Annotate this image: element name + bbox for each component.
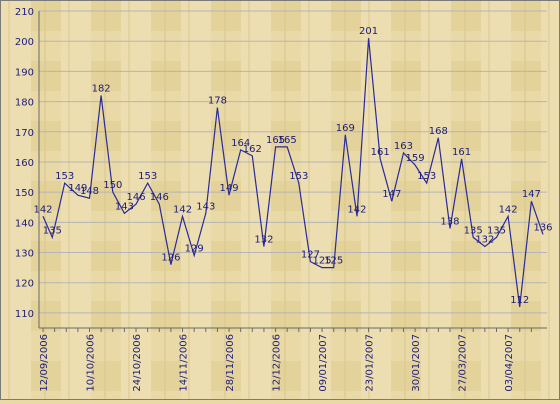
- x-tick-label: 12/09/2006: [39, 334, 50, 392]
- data-label: 136: [533, 222, 552, 233]
- y-tick-label: 140: [15, 218, 34, 229]
- data-label: 153: [289, 171, 308, 182]
- data-label: 148: [80, 186, 99, 197]
- data-label: 143: [115, 201, 134, 212]
- data-label: 127: [301, 250, 320, 261]
- x-tick-label: 27/03/2007: [458, 334, 469, 392]
- data-label: 164: [231, 138, 250, 149]
- y-tick-label: 130: [15, 249, 34, 260]
- data-label: 153: [55, 171, 74, 182]
- y-tick-label: 160: [15, 158, 34, 169]
- data-label: 138: [440, 216, 459, 227]
- y-tick-label: 150: [15, 188, 34, 199]
- data-label: 168: [429, 126, 448, 137]
- axes: [38, 11, 547, 332]
- data-label: 182: [92, 84, 111, 95]
- data-label: 129: [185, 244, 204, 255]
- data-label: 163: [394, 141, 413, 152]
- data-labels: 1421351531491481821501431461531461261421…: [33, 26, 552, 306]
- data-label: 161: [452, 147, 471, 158]
- data-label: 147: [382, 189, 401, 200]
- data-label: 132: [475, 234, 494, 245]
- x-tick-label: 12/12/2006: [272, 334, 283, 392]
- data-label: 169: [336, 123, 355, 134]
- data-label: 153: [417, 171, 436, 182]
- data-label: 147: [522, 189, 541, 200]
- data-label: 162: [243, 144, 262, 155]
- data-label: 149: [68, 183, 87, 194]
- x-tick-label: 14/11/2006: [179, 334, 190, 392]
- x-tick-label: 24/10/2006: [132, 334, 143, 392]
- data-label: 142: [499, 204, 518, 215]
- data-label: 153: [138, 171, 157, 182]
- x-tick-label: 23/01/2007: [365, 334, 376, 392]
- x-tick-label: 03/04/2007: [504, 334, 515, 392]
- data-label: 142: [173, 204, 192, 215]
- y-tick-label: 120: [15, 279, 34, 290]
- data-label: 135: [487, 225, 506, 236]
- data-label: 178: [208, 96, 227, 107]
- data-label: 142: [33, 204, 52, 215]
- data-label: 142: [347, 204, 366, 215]
- x-tick-label: 09/01/2007: [318, 334, 329, 392]
- y-tick-label: 210: [15, 7, 34, 18]
- data-label: 201: [359, 26, 378, 37]
- data-label: 125: [324, 256, 343, 267]
- data-label: 161: [371, 147, 390, 158]
- data-label: 135: [43, 225, 62, 236]
- data-label: 132: [254, 234, 273, 245]
- y-tick-labels: 110 120 130 140 150 160 170 180 190 200 210: [15, 7, 34, 320]
- data-label: 146: [150, 192, 169, 203]
- y-tick-label: 180: [15, 98, 34, 109]
- data-label: 135: [464, 225, 483, 236]
- series-line: [42, 38, 544, 307]
- data-label: 149: [219, 183, 238, 194]
- data-label: 146: [126, 192, 145, 203]
- data-label: 112: [510, 295, 529, 306]
- data-label: 159: [406, 153, 425, 164]
- x-tick-label: 28/11/2006: [225, 334, 236, 392]
- grid-lines: [39, 10, 547, 314]
- data-label: 150: [103, 180, 122, 191]
- x-tick-label: 30/01/2007: [411, 334, 422, 392]
- data-label: 125: [313, 256, 332, 267]
- y-tick-label: 190: [15, 67, 34, 78]
- y-tick-label: 170: [15, 128, 34, 139]
- data-label: 165: [278, 135, 297, 146]
- x-tick-label: 10/10/2006: [86, 334, 97, 392]
- data-label: 126: [161, 253, 180, 264]
- x-tick-labels: 12/09/2006 10/10/2006 24/10/2006 14/11/2006…: [39, 334, 515, 392]
- data-label: 165: [266, 135, 285, 146]
- y-tick-label: 200: [15, 37, 34, 48]
- data-label: 143: [196, 201, 215, 212]
- y-tick-label: 110: [15, 309, 34, 320]
